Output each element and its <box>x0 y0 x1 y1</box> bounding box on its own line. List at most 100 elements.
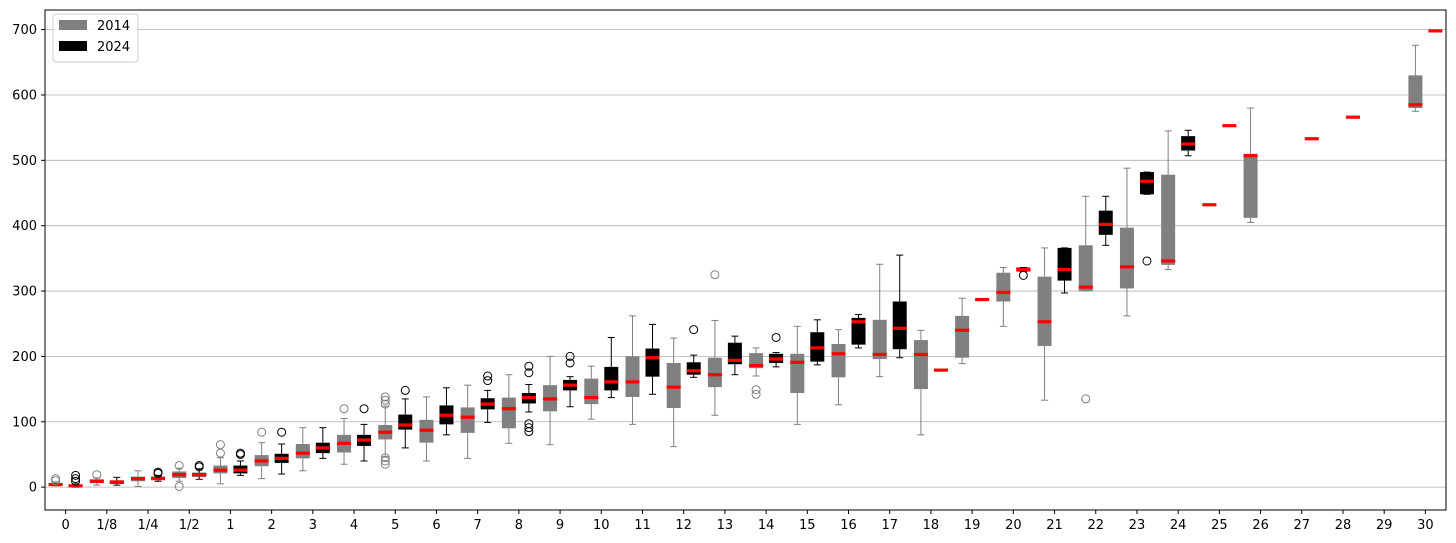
outlier-point <box>153 467 163 477</box>
box-iqr <box>996 272 1011 302</box>
box-2024-27 <box>1304 137 1319 141</box>
outlier-point <box>1081 394 1091 404</box>
x-tick-label: 26 <box>1252 518 1269 533</box>
box-2024-22 <box>1098 195 1113 246</box>
box-2014-3 <box>295 427 310 472</box>
box-2024-1/4 <box>151 467 166 482</box>
x-tick-label: 23 <box>1129 518 1146 533</box>
x-tick-label: 17 <box>881 518 898 533</box>
box-2024-1/2 <box>192 461 207 480</box>
x-tick-label: 2 <box>267 518 275 533</box>
box-2024-12 <box>686 325 701 378</box>
outlier-point <box>751 389 761 399</box>
box-2014-8 <box>501 374 516 444</box>
box-2024-6 <box>439 387 454 436</box>
outlier-point <box>565 358 575 368</box>
box-2024-1/8 <box>109 476 124 486</box>
outlier-point <box>380 459 390 469</box>
outlier-point <box>1142 256 1152 266</box>
outlier-point <box>92 470 102 480</box>
box-2024-0 <box>68 470 83 488</box>
outlier-point <box>751 385 761 395</box>
box-iqr <box>1139 172 1154 195</box>
box-iqr <box>872 319 887 360</box>
box-2024-4 <box>357 404 372 462</box>
box-2024-24 <box>1181 129 1196 157</box>
box-plot-series <box>48 29 1443 491</box>
x-tick-label: 30 <box>1417 518 1434 533</box>
box-2014-6 <box>419 396 434 462</box>
box-2014-22 <box>1078 195 1093 404</box>
box-iqr <box>686 362 701 375</box>
x-tick-label: 28 <box>1335 518 1352 533</box>
box-2014-21 <box>1037 247 1052 401</box>
outlier-point <box>71 470 81 480</box>
x-tick-label: 29 <box>1376 518 1393 533</box>
box-2014-1/4 <box>131 470 146 487</box>
box-iqr <box>831 343 846 378</box>
y-tick-label: 200 <box>12 350 37 365</box>
box-2014-24 <box>1161 130 1176 270</box>
plot-frame <box>44 9 1447 511</box>
x-tick-label: 10 <box>593 518 610 533</box>
x-tick-label: 15 <box>799 518 816 533</box>
outlier-point <box>710 270 720 280</box>
box-2024-10 <box>604 336 619 399</box>
box-2024-8 <box>521 361 536 437</box>
box-iqr <box>1037 276 1052 346</box>
box-iqr <box>851 317 866 345</box>
legend: 2014 2024 <box>52 13 139 63</box>
box-iqr <box>666 362 681 409</box>
x-tick-label: 18 <box>923 518 940 533</box>
x-tick-label: 22 <box>1087 518 1104 533</box>
outlier-point <box>483 371 493 381</box>
y-gridlines <box>45 29 1446 488</box>
box-2024-15 <box>810 319 825 366</box>
outlier-point <box>1018 270 1028 280</box>
box-2014-23 <box>1119 167 1134 317</box>
box-iqr <box>625 356 640 397</box>
outlier-point <box>565 351 575 361</box>
outlier-point <box>257 427 267 437</box>
outlier-point <box>380 399 390 409</box>
x-tick-label: 9 <box>556 518 564 533</box>
outlier-point <box>277 427 287 437</box>
y-tick-label: 500 <box>12 154 37 169</box>
box-2014-15 <box>790 325 805 425</box>
box-2014-1 <box>213 440 228 485</box>
box-iqr <box>1243 153 1258 218</box>
outlier-point <box>689 325 699 335</box>
box-2014-26 <box>1243 107 1258 223</box>
box-iqr <box>645 348 660 377</box>
outlier-point <box>380 392 390 402</box>
box-2014-13 <box>707 270 722 416</box>
box-2014-10 <box>584 365 599 420</box>
box-2024-5 <box>398 385 413 449</box>
x-tick-label: 21 <box>1046 518 1063 533</box>
y-tick-label: 0 <box>29 481 37 496</box>
box-iqr <box>1098 210 1113 235</box>
box-iqr <box>955 315 970 358</box>
box-iqr <box>707 357 722 388</box>
box-2024-16 <box>851 314 866 349</box>
box-iqr <box>1057 247 1072 281</box>
box-2024-20 <box>1016 267 1031 280</box>
box-iqr <box>398 414 413 430</box>
box-2014-17 <box>872 263 887 378</box>
box-iqr <box>460 407 475 433</box>
box-extra-25 <box>1202 203 1217 207</box>
outlier-point <box>235 448 245 458</box>
x-tick-label: 14 <box>758 518 775 533</box>
x-axis: 0 1/8 1/4 1/2 1 2 3 4 5 6 7 8 9 10 11 12 13 14 15 16 17 18 19 2… <box>61 510 1434 533</box>
box-2024-28 <box>1345 115 1360 119</box>
x-tick-label: 16 <box>840 518 857 533</box>
x-tick-label: 6 <box>432 518 440 533</box>
box-2014-20 <box>996 267 1011 327</box>
outlier-point <box>524 419 534 429</box>
box-2024-1 <box>233 448 248 476</box>
x-tick-label: 3 <box>309 518 317 533</box>
outlier-point <box>771 332 781 342</box>
box-2014-30 <box>1408 44 1423 112</box>
x-tick-label: 5 <box>391 518 399 533</box>
